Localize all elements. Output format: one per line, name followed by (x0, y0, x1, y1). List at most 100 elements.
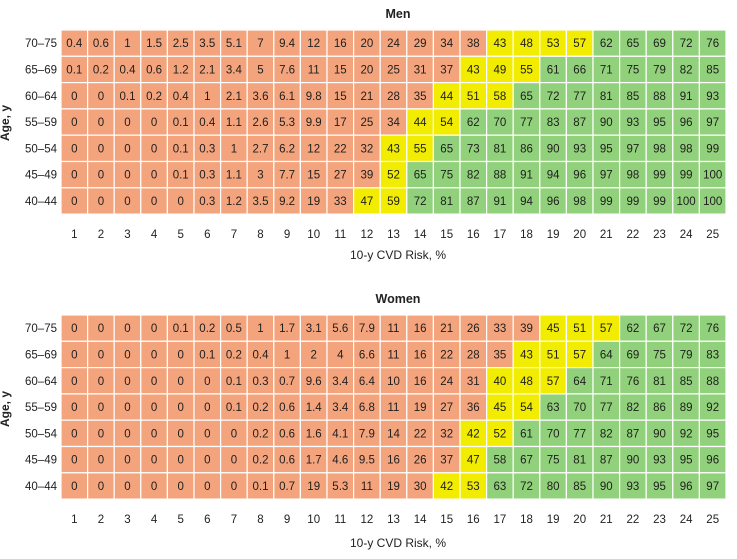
cell-value: 61 (547, 64, 560, 76)
heatmap-cell (353, 445, 381, 474)
cell-value: 72 (547, 91, 560, 103)
cell-value: 6.1 (279, 91, 295, 103)
cell-value: 0 (124, 455, 130, 467)
cell-value: 0 (151, 428, 157, 440)
heatmap-cell (379, 472, 408, 500)
heatmap-cell (459, 314, 488, 342)
heatmap-cell (379, 393, 408, 421)
cell-value: 0 (151, 196, 157, 208)
cell-value: 34 (440, 38, 453, 50)
heatmap-cell (193, 187, 222, 215)
men-panel-title: Men (386, 7, 411, 21)
heatmap-cell (432, 393, 461, 421)
heatmap-cell (60, 393, 89, 421)
heatmap-cell (406, 187, 434, 215)
cell-value: 51 (467, 91, 480, 103)
cell-value: 1.2 (173, 64, 189, 76)
cell-value: 0.2 (146, 91, 162, 103)
cell-value: 97 (600, 170, 613, 182)
heatmap-cell (698, 108, 727, 136)
cell-value: 2.7 (253, 143, 269, 155)
cell-value: 3.5 (253, 196, 269, 208)
cell-value: 0.4 (253, 349, 270, 361)
cell-value: 2.1 (199, 64, 215, 76)
cell-value: 57 (573, 349, 586, 361)
heatmap-cell (246, 29, 275, 57)
cell-value: 75 (653, 349, 666, 361)
cell-value: 93 (573, 143, 586, 155)
cell-value: 34 (387, 117, 400, 129)
age-row-label: 50–54 (25, 143, 58, 155)
cell-value: 15 (307, 170, 320, 182)
cell-value: 0.1 (199, 349, 215, 361)
cell-value: 0 (98, 196, 104, 208)
heatmap-cell (379, 314, 408, 342)
cell-value: 40 (494, 376, 507, 388)
cell-value: 14 (387, 428, 400, 440)
cell-value: 0 (231, 455, 237, 467)
cell-value: 1 (231, 143, 237, 155)
cell-value: 90 (600, 481, 613, 493)
risk-tick-label: 16 (467, 514, 480, 526)
cell-value: 87 (467, 196, 480, 208)
cell-value: 0.2 (93, 64, 109, 76)
cell-value: 3.6 (253, 91, 269, 103)
cell-value: 0 (231, 428, 237, 440)
cell-value: 0.2 (253, 428, 269, 440)
cell-value: 1 (204, 91, 210, 103)
cell-value: 85 (706, 64, 719, 76)
heatmap-cell (193, 108, 222, 136)
cell-value: 93 (627, 117, 640, 129)
cell-value: 54 (520, 402, 533, 414)
heatmap-cell (698, 340, 727, 369)
cell-value: 67 (653, 323, 666, 335)
cell-value: 61 (520, 428, 533, 440)
heatmap-cell (459, 472, 488, 500)
risk-tick-label: 11 (334, 514, 346, 526)
cell-value: 0.4 (199, 117, 216, 129)
cell-value: 82 (680, 64, 693, 76)
cell-value: 45 (494, 402, 507, 414)
cell-value: 3.1 (306, 323, 322, 335)
cell-value: 16 (414, 376, 427, 388)
cell-value: 0.6 (146, 64, 162, 76)
heatmap-cell (326, 55, 355, 84)
cell-value: 44 (414, 117, 427, 129)
cell-value: 0 (98, 402, 104, 414)
cell-value: 0.2 (199, 323, 215, 335)
heatmap-cell (220, 367, 248, 395)
cell-value: 54 (440, 117, 453, 129)
heatmap-cell (299, 187, 328, 215)
cell-value: 1.4 (306, 402, 323, 414)
cell-value: 28 (387, 91, 400, 103)
cell-value: 87 (600, 455, 613, 467)
risk-tick-label: 21 (600, 514, 613, 526)
risk-tick-label: 15 (440, 514, 453, 526)
risk-tick-label: 23 (653, 229, 666, 241)
cell-value: 21 (361, 91, 374, 103)
heatmap-cell (273, 367, 301, 395)
cell-value: 0 (204, 481, 210, 493)
heatmap-cell (672, 81, 700, 110)
cell-value: 0.2 (226, 349, 242, 361)
heatmap-cell (220, 393, 248, 421)
cell-value: 69 (653, 38, 666, 50)
heatmap-cell (618, 419, 647, 448)
heatmap-cell (672, 314, 700, 342)
cell-value: 7.9 (359, 428, 375, 440)
cell-value: 0.4 (120, 64, 137, 76)
cell-value: 0.2 (253, 455, 269, 467)
x-axis-label: 10-y CVD Risk, % (350, 536, 446, 550)
cell-value: 3.4 (226, 64, 243, 76)
cell-value: 26 (467, 323, 480, 335)
cell-value: 98 (573, 196, 586, 208)
heatmap-cell (406, 81, 434, 110)
cell-value: 62 (467, 117, 480, 129)
cell-value: 51 (573, 323, 586, 335)
cell-value: 81 (494, 143, 507, 155)
cell-value: 4.6 (332, 455, 348, 467)
cell-value: 76 (706, 38, 719, 50)
heatmap-cell (273, 419, 301, 448)
risk-tick-label: 24 (680, 514, 693, 526)
